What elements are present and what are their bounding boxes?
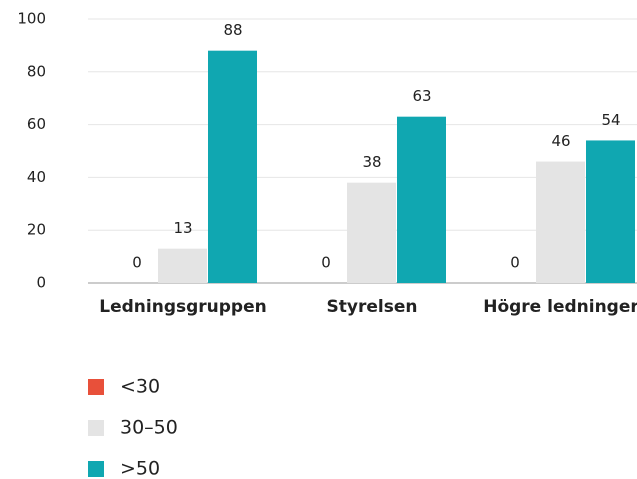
value-label: 63: [412, 87, 431, 105]
bar: [586, 140, 635, 283]
legend-swatch: [88, 461, 104, 477]
x-tick-label: Högre ledninger: [483, 297, 637, 317]
value-label: 38: [362, 153, 381, 171]
bar: [397, 116, 446, 284]
x-tick-label: Styrelsen: [327, 297, 418, 317]
value-label: 0: [510, 254, 520, 272]
value-label: 88: [223, 21, 242, 39]
value-label: 54: [601, 111, 620, 129]
legend-swatch: [88, 420, 104, 436]
y-tick-label: 60: [27, 115, 46, 133]
y-tick-label: 20: [27, 221, 46, 239]
bar: [208, 50, 257, 284]
legend-label: >50: [120, 458, 160, 479]
value-label: 46: [551, 132, 570, 150]
y-tick-label: 0: [36, 274, 46, 292]
bar: [347, 182, 396, 283]
value-label: 0: [321, 254, 331, 272]
legend-label: <30: [120, 376, 160, 398]
legend-label: 30–50: [120, 417, 178, 439]
x-tick-label: Ledningsgruppen: [99, 297, 266, 317]
value-label: 0: [132, 254, 142, 272]
y-tick-label: 80: [27, 62, 46, 80]
y-tick-label: 100: [17, 10, 46, 28]
bar: [158, 248, 207, 283]
legend-swatch: [88, 379, 104, 395]
bar: [536, 161, 585, 283]
value-label: 13: [173, 219, 192, 237]
y-tick-label: 40: [27, 168, 46, 186]
